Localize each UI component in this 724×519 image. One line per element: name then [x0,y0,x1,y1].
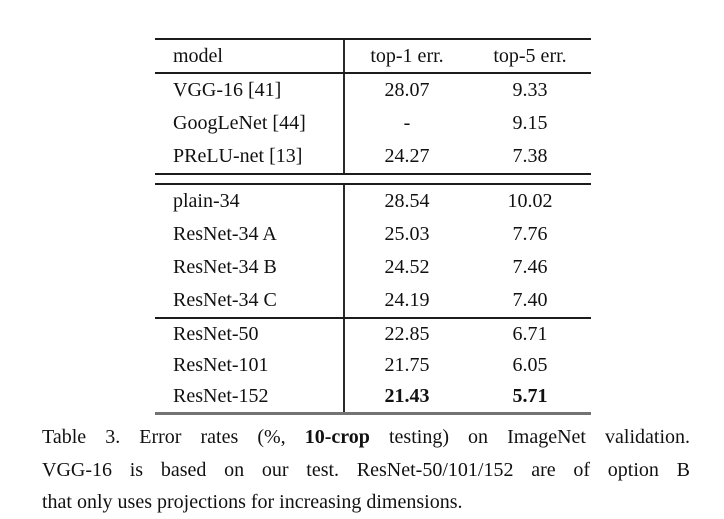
header-top5: top-5 err. [493,44,567,67]
model-label: PReLU-net [13] [173,145,303,167]
model-label: VGG-16 [41] [173,79,282,101]
caption-line1-post: testing) on ImageNet validation. [369,426,690,448]
section-rule [155,317,591,319]
table-row: GoogLeNet [44] - 9.15 [155,107,591,140]
model-label: ResNet-50 [173,323,259,345]
model-cell: ResNet-34 C [155,284,345,317]
header-top1: top-1 err. [370,44,444,67]
table-row: ResNet-152 21.43 5.71 [155,381,591,412]
top5-cell: 9.33 [512,79,548,101]
model-label: ResNet-34 C [173,289,277,311]
top1-cell: 22.85 [384,323,430,345]
table-row: plain-34 28.54 10.02 [155,185,591,218]
model-label: ResNet-34 B [173,256,277,278]
top1-cell: 21.75 [384,354,430,376]
table-caption: Table 3. Error rates (%, 10-crop testing… [42,421,690,519]
results-table: model top-1 err. top-5 err. VGG-16 [41] … [155,38,591,415]
model-cell: ResNet-101 [155,350,345,381]
caption-line-1: Table 3. Error rates (%, 10-crop testing… [42,421,690,454]
table-row: ResNet-34 C 24.19 7.40 [155,284,591,317]
top5-cell: 6.05 [512,354,548,376]
caption-line1-pre: Table 3. Error rates (%, [42,426,305,448]
table-row: VGG-16 [41] 28.07 9.33 [155,74,591,107]
caption-line1-bold: 10-crop [304,426,370,448]
model-cell: PReLU-net [13] [155,140,345,173]
table-row: ResNet-101 21.75 6.05 [155,350,591,381]
model-label: GoogLeNet [44] [173,112,306,134]
top1-cell-best: 21.43 [384,385,430,407]
model-label: plain-34 [173,190,240,212]
top5-cell: 10.02 [507,190,553,212]
top5-cell: 7.46 [512,256,548,278]
top1-cell: 28.54 [384,190,430,212]
top5-cell: 6.71 [512,323,548,345]
table-row: ResNet-50 22.85 6.71 [155,319,591,350]
top1-cell: - [403,112,411,134]
header-model: model [155,40,345,72]
model-label: ResNet-101 [173,354,269,376]
top5-cell: 9.15 [512,112,548,134]
top5-cell: 7.40 [512,289,548,311]
model-cell: ResNet-152 [155,381,345,412]
top5-cell: 7.38 [512,145,548,167]
table-row: PReLU-net [13] 24.27 7.38 [155,140,591,173]
top5-cell-best: 5.71 [512,385,548,407]
header-rule [155,72,591,74]
model-label: ResNet-34 A [173,223,277,245]
table-row: ResNet-34 A 25.03 7.76 [155,218,591,251]
model-label: ResNet-152 [173,385,269,407]
table-bottom-rule [155,412,591,415]
top1-cell: 24.19 [384,289,430,311]
caption-line-2: VGG-16 is based on our test. ResNet-50/1… [42,458,690,481]
model-cell: ResNet-34 B [155,251,345,284]
top1-cell: 25.03 [384,223,430,245]
header-model-label: model [173,44,223,67]
model-cell: VGG-16 [41] [155,74,345,107]
top5-cell: 7.76 [512,223,548,245]
model-cell: ResNet-50 [155,319,345,350]
top1-cell: 24.52 [384,256,430,278]
section-double-rule [155,173,591,185]
model-cell: GoogLeNet [44] [155,107,345,140]
model-cell: ResNet-34 A [155,218,345,251]
top1-cell: 24.27 [384,145,430,167]
top1-cell: 28.07 [384,79,430,101]
model-cell: plain-34 [155,185,345,218]
table-header-row: model top-1 err. top-5 err. [155,40,591,72]
table-row: ResNet-34 B 24.52 7.46 [155,251,591,284]
table-top-rule [155,38,591,40]
caption-line-3: that only uses projections for increasin… [42,491,463,513]
